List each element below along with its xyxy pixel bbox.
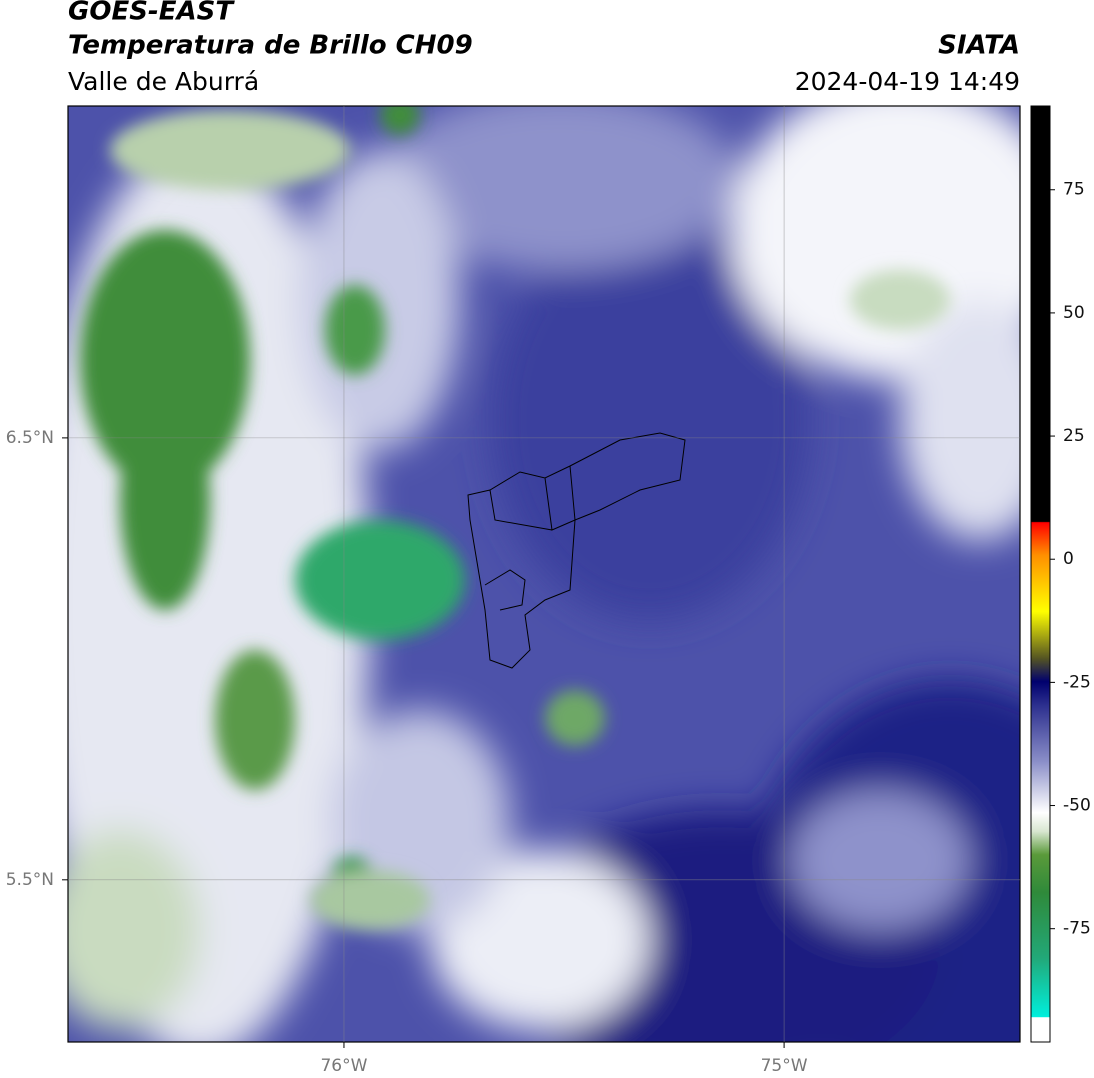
title: GOES-EAST — [68, 0, 235, 27]
y-tick-label: 6.5°N — [6, 428, 54, 448]
colorbar — [1030, 105, 1051, 1043]
temperature-field — [68, 106, 1020, 1042]
colorbar-tick-label: -75 — [1063, 919, 1091, 939]
y-tick-label: 5.5°N — [6, 870, 54, 890]
colorbar-tick-label: -50 — [1063, 796, 1091, 816]
colorbar-tick-label: -25 — [1063, 672, 1091, 692]
subtitle: Temperatura de Brillo CH09 — [68, 31, 473, 61]
colorbar-tick-label: 75 — [1063, 180, 1085, 200]
source: SIATA — [938, 31, 1020, 61]
region: Valle de Aburrá — [68, 67, 259, 96]
colorbar-tick-label: 0 — [1063, 549, 1074, 569]
map-frame — [67, 105, 1021, 1043]
x-tick-label: 75°W — [761, 1056, 808, 1076]
datetime: 2024-04-19 14:49 — [795, 67, 1020, 96]
colorbar-tick-label: 25 — [1063, 426, 1085, 446]
colorbar-tick-label: 50 — [1063, 303, 1085, 323]
x-tick-label: 76°W — [320, 1056, 367, 1076]
